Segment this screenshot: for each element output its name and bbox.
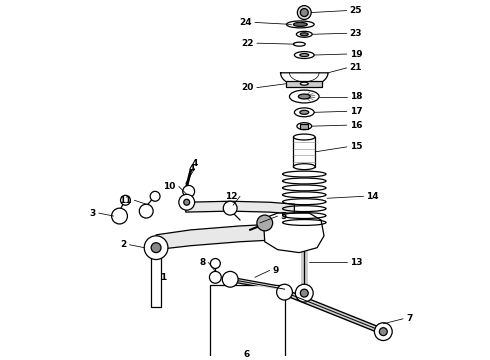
Ellipse shape xyxy=(300,33,308,36)
Ellipse shape xyxy=(294,134,315,140)
Text: 2: 2 xyxy=(120,240,126,249)
Circle shape xyxy=(151,243,161,253)
Ellipse shape xyxy=(294,42,305,46)
Text: 19: 19 xyxy=(350,50,362,59)
Circle shape xyxy=(222,271,238,287)
Circle shape xyxy=(144,236,168,260)
Text: 21: 21 xyxy=(350,63,362,72)
Ellipse shape xyxy=(294,108,314,117)
Text: 5: 5 xyxy=(281,212,287,221)
Ellipse shape xyxy=(294,164,315,170)
Bar xyxy=(210,285,285,360)
Bar xyxy=(294,137,315,167)
Text: 17: 17 xyxy=(350,107,362,116)
Ellipse shape xyxy=(294,51,314,58)
Circle shape xyxy=(184,199,190,205)
Ellipse shape xyxy=(300,111,309,114)
Ellipse shape xyxy=(287,21,314,28)
Text: 4: 4 xyxy=(189,164,195,173)
Circle shape xyxy=(179,194,195,210)
Circle shape xyxy=(209,271,221,283)
Text: 13: 13 xyxy=(350,258,362,267)
Text: 10: 10 xyxy=(164,182,176,191)
Text: 23: 23 xyxy=(350,29,362,38)
Text: 25: 25 xyxy=(350,6,362,15)
Text: 15: 15 xyxy=(350,143,362,152)
Text: 22: 22 xyxy=(242,39,254,48)
Bar xyxy=(300,124,308,129)
Text: 1: 1 xyxy=(160,273,166,282)
Circle shape xyxy=(300,9,308,17)
Text: 11: 11 xyxy=(119,196,131,205)
Circle shape xyxy=(112,208,127,224)
Text: 9: 9 xyxy=(272,266,279,275)
Ellipse shape xyxy=(290,90,319,103)
Bar xyxy=(287,81,322,87)
Ellipse shape xyxy=(300,54,309,57)
Text: 16: 16 xyxy=(350,121,362,130)
Polygon shape xyxy=(281,73,328,87)
Text: 8: 8 xyxy=(199,258,205,267)
Text: 20: 20 xyxy=(242,83,254,92)
Circle shape xyxy=(379,328,387,336)
Circle shape xyxy=(295,284,313,302)
Circle shape xyxy=(139,204,153,218)
Text: 12: 12 xyxy=(224,192,237,201)
Ellipse shape xyxy=(297,123,312,130)
Text: 14: 14 xyxy=(367,192,379,201)
Circle shape xyxy=(121,195,130,205)
Circle shape xyxy=(257,215,272,231)
Text: 7: 7 xyxy=(406,314,413,323)
Polygon shape xyxy=(186,201,294,214)
Text: 4: 4 xyxy=(192,159,198,168)
Circle shape xyxy=(300,289,308,297)
Ellipse shape xyxy=(300,82,308,85)
Circle shape xyxy=(297,6,311,19)
Text: 18: 18 xyxy=(350,92,362,101)
Text: 3: 3 xyxy=(90,208,96,217)
Circle shape xyxy=(374,323,392,341)
Polygon shape xyxy=(264,213,324,253)
Text: 24: 24 xyxy=(239,18,252,27)
Text: 6: 6 xyxy=(244,350,250,359)
Circle shape xyxy=(150,192,160,201)
Ellipse shape xyxy=(296,31,312,37)
Circle shape xyxy=(277,284,293,300)
Circle shape xyxy=(210,258,221,269)
Ellipse shape xyxy=(298,94,310,99)
Bar xyxy=(151,253,161,307)
Polygon shape xyxy=(156,224,297,249)
Circle shape xyxy=(183,185,195,197)
Ellipse shape xyxy=(294,22,307,26)
Circle shape xyxy=(223,201,237,215)
